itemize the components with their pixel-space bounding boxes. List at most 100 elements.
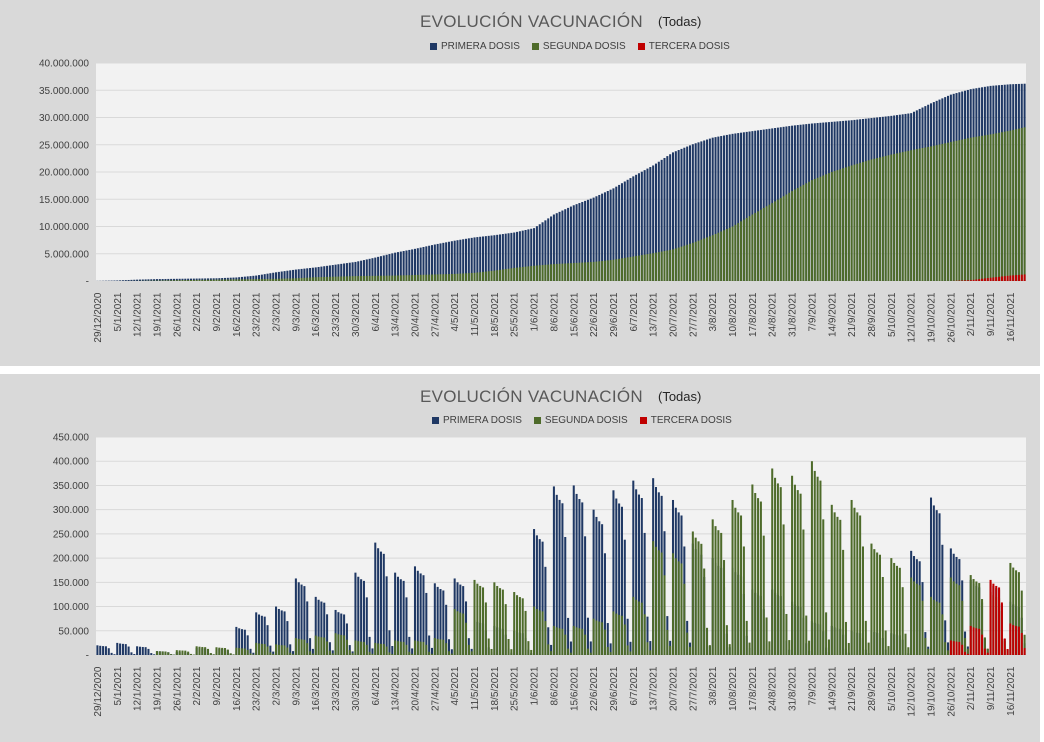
bar-segunda-dosis: [306, 643, 309, 655]
bar-segunda-dosis: [1012, 567, 1015, 655]
x-tick-label: 25/5/2021: [510, 292, 521, 337]
bar-segunda-dosis: [966, 648, 969, 655]
bar-primera-dosis: [192, 278, 195, 281]
bar-segunda-dosis: [640, 602, 643, 655]
bar-primera-dosis: [558, 211, 561, 281]
bar-segunda-dosis: [958, 585, 961, 655]
bar-segunda-dosis: [170, 280, 173, 281]
bar-primera-dosis: [272, 272, 275, 281]
bar-segunda-dosis: [430, 274, 434, 281]
bar-primera-dosis: [567, 617, 570, 655]
bar-primera-dosis: [533, 228, 536, 281]
bar-tercera-dosis: [1012, 625, 1015, 655]
bar-primera-dosis: [462, 239, 465, 281]
bar-segunda-dosis: [547, 644, 550, 655]
bar-segunda-dosis: [887, 155, 890, 281]
x-tick-label: 19/1/2021: [152, 292, 163, 337]
bar-segunda-dosis: [742, 219, 745, 281]
bar-primera-dosis: [944, 620, 947, 655]
bar-segunda-dosis: [544, 621, 547, 655]
bar-primera-dosis: [130, 652, 133, 655]
bar-segunda-dosis: [666, 250, 669, 281]
bar-segunda-dosis: [334, 276, 337, 281]
bar-segunda-dosis: [374, 275, 377, 281]
bar-segunda-dosis: [904, 151, 907, 281]
bar-segunda-dosis: [603, 260, 606, 281]
bar-segunda-dosis: [759, 209, 762, 281]
bar-tercera-dosis: [966, 653, 969, 655]
bar-primera-dosis: [379, 256, 382, 281]
bar-primera-dosis: [348, 262, 351, 281]
bar-segunda-dosis: [768, 204, 771, 281]
bar-tercera-dosis: [1020, 274, 1023, 281]
bar-segunda-dosis: [827, 173, 830, 281]
bar-segunda-dosis: [853, 507, 856, 655]
chart-title: EVOLUCIÓN VACUNACIÓN: [420, 12, 643, 31]
bar-segunda-dosis: [223, 279, 227, 281]
bar-primera-dosis: [331, 265, 334, 281]
bar-primera-dosis: [737, 133, 740, 281]
bar-primera-dosis: [141, 279, 144, 281]
bar-segunda-dosis: [379, 643, 382, 655]
bar-segunda-dosis: [189, 279, 192, 281]
bar-tercera-dosis: [1003, 638, 1006, 655]
bar-segunda-dosis: [859, 515, 862, 655]
bar-tercera-dosis: [1009, 275, 1012, 281]
x-tick-label: 16/11/2021: [1006, 292, 1017, 342]
bar-primera-dosis: [289, 270, 292, 281]
x-tick-label: 13/4/2021: [391, 666, 402, 711]
bar-primera-dosis: [266, 273, 269, 281]
x-tick-label: 12/10/2021: [907, 666, 918, 716]
bar-primera-dosis: [116, 280, 119, 281]
bar-primera-dosis: [734, 133, 737, 281]
bar-primera-dosis: [572, 485, 575, 655]
bar-primera-dosis: [138, 646, 141, 655]
bar-segunda-dosis: [904, 633, 907, 655]
bar-primera-dosis: [592, 509, 595, 655]
bar-tercera-dosis: [1012, 275, 1015, 281]
bar-segunda-dosis: [870, 159, 873, 281]
bar-segunda-dosis: [793, 484, 796, 655]
bar-segunda-dosis: [677, 247, 680, 281]
bar-primera-dosis: [161, 279, 164, 281]
bar-primera-dosis: [385, 254, 388, 281]
x-tick-label: 2/3/2021: [272, 292, 283, 331]
bar-primera-dosis: [399, 579, 402, 655]
y-tick-label: 50.000: [58, 626, 89, 637]
bar-segunda-dosis: [694, 537, 697, 655]
bar-segunda-dosis: [292, 654, 295, 655]
bar-segunda-dosis: [206, 279, 210, 281]
bar-segunda-dosis: [912, 149, 916, 281]
bar-segunda-dosis: [501, 269, 504, 281]
bar-segunda-dosis: [430, 653, 434, 655]
bar-segunda-dosis: [819, 176, 822, 281]
bar-segunda-dosis: [490, 648, 493, 655]
bar-primera-dosis: [564, 209, 567, 281]
bar-primera-dosis: [289, 644, 292, 655]
bar-segunda-dosis: [822, 519, 825, 655]
bar-segunda-dosis: [856, 163, 859, 281]
bar-segunda-dosis: [748, 642, 751, 655]
bar-tercera-dosis: [1000, 602, 1003, 655]
bar-primera-dosis: [411, 648, 414, 655]
bar-segunda-dosis: [275, 278, 278, 281]
bar-segunda-dosis: [779, 197, 782, 281]
bar-segunda-dosis: [575, 627, 578, 655]
x-tick-label: 14/9/2021: [827, 292, 838, 337]
bar-primera-dosis: [609, 189, 612, 281]
bar-primera-dosis: [603, 192, 606, 281]
bar-segunda-dosis: [192, 279, 195, 281]
bar-primera-dosis: [354, 261, 357, 281]
bar-tercera-dosis: [1015, 626, 1018, 655]
bar-tercera-dosis: [992, 583, 995, 655]
bar-segunda-dosis: [309, 651, 312, 655]
bar-primera-dosis: [643, 532, 646, 655]
bar-segunda-dosis: [241, 648, 244, 655]
bar-tercera-dosis: [992, 277, 995, 281]
bar-segunda-dosis: [581, 628, 584, 655]
bar-tercera-dosis: [1006, 648, 1009, 655]
bar-segunda-dosis: [450, 273, 453, 281]
bar-primera-dosis: [751, 131, 754, 282]
bar-primera-dosis: [606, 191, 609, 281]
bar-segunda-dosis: [972, 579, 975, 655]
